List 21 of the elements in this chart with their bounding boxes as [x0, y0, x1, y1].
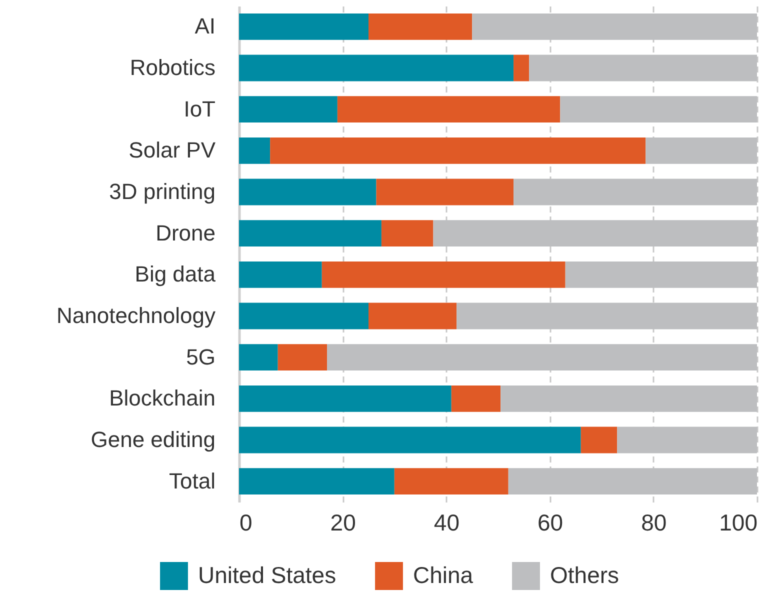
- y-tick-label: Blockchain: [109, 386, 216, 411]
- x-tick-label: 100: [719, 510, 758, 536]
- x-tick-label: 20: [330, 510, 356, 536]
- y-tick-label: Total: [169, 468, 216, 494]
- y-tick-label: Nanotechnology: [56, 303, 216, 328]
- y-tick-label: Gene editing: [90, 427, 216, 452]
- y-tick-label: Robotics: [130, 55, 216, 80]
- y-tick-label: Drone: [156, 220, 216, 246]
- x-tick-label: 60: [538, 510, 564, 536]
- x-tick-label: 80: [641, 510, 667, 536]
- x-tick-label: 0: [240, 510, 252, 536]
- y-tick-label: AI: [194, 14, 216, 39]
- y-tick-label: 5G: [186, 344, 216, 370]
- x-tick-label: 40: [434, 510, 460, 536]
- y-tick-label: 3D printing: [109, 179, 216, 204]
- y-tick-label: Big data: [134, 262, 216, 287]
- legend-label: United States: [198, 562, 336, 588]
- legend-label: Others: [550, 562, 620, 588]
- legend-label: China: [413, 562, 474, 588]
- y-tick-label: IoT: [184, 96, 216, 122]
- y-tick-label: Solar PV: [128, 138, 216, 163]
